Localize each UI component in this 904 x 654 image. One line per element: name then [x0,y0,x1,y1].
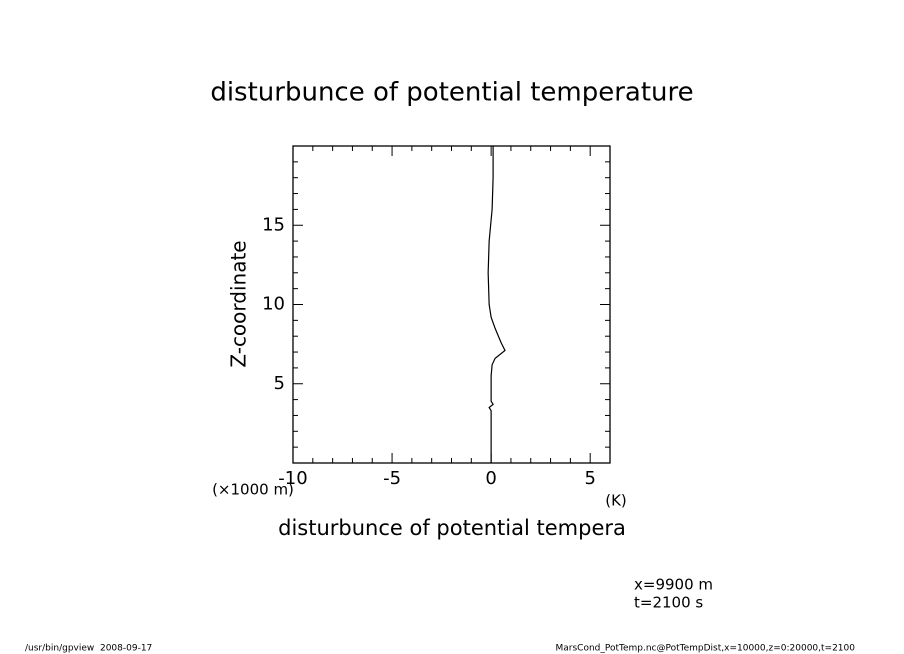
annotation: x=9900 m [634,576,713,594]
plot-frame [292,145,611,464]
x-axis-label: disturbunce of potential tempera [278,516,626,540]
y-tick-label: 10 [262,294,285,315]
annotation: t=2100 s [634,594,703,612]
y-tick-label: 5 [274,373,285,394]
y-tick-label: 15 [262,214,285,235]
x-tick-label: -10 [278,468,307,489]
y-axis-label: Z-coordinate [227,240,251,367]
chart-title: disturbunce of potential temperature [210,78,693,108]
y-axis-unit: (×1000 m) [212,481,294,499]
x-axis-unit: (K) [605,492,627,510]
profile-line [487,146,506,463]
x-tick-label: -5 [383,468,401,489]
footer: MarsCond_PotTemp.nc@PotTempDist,x=10000,… [555,644,855,654]
x-tick-label: 0 [485,468,496,489]
x-tick-label: 5 [584,468,595,489]
footer: /usr/bin/gpview 2008-09-17 [25,644,152,654]
